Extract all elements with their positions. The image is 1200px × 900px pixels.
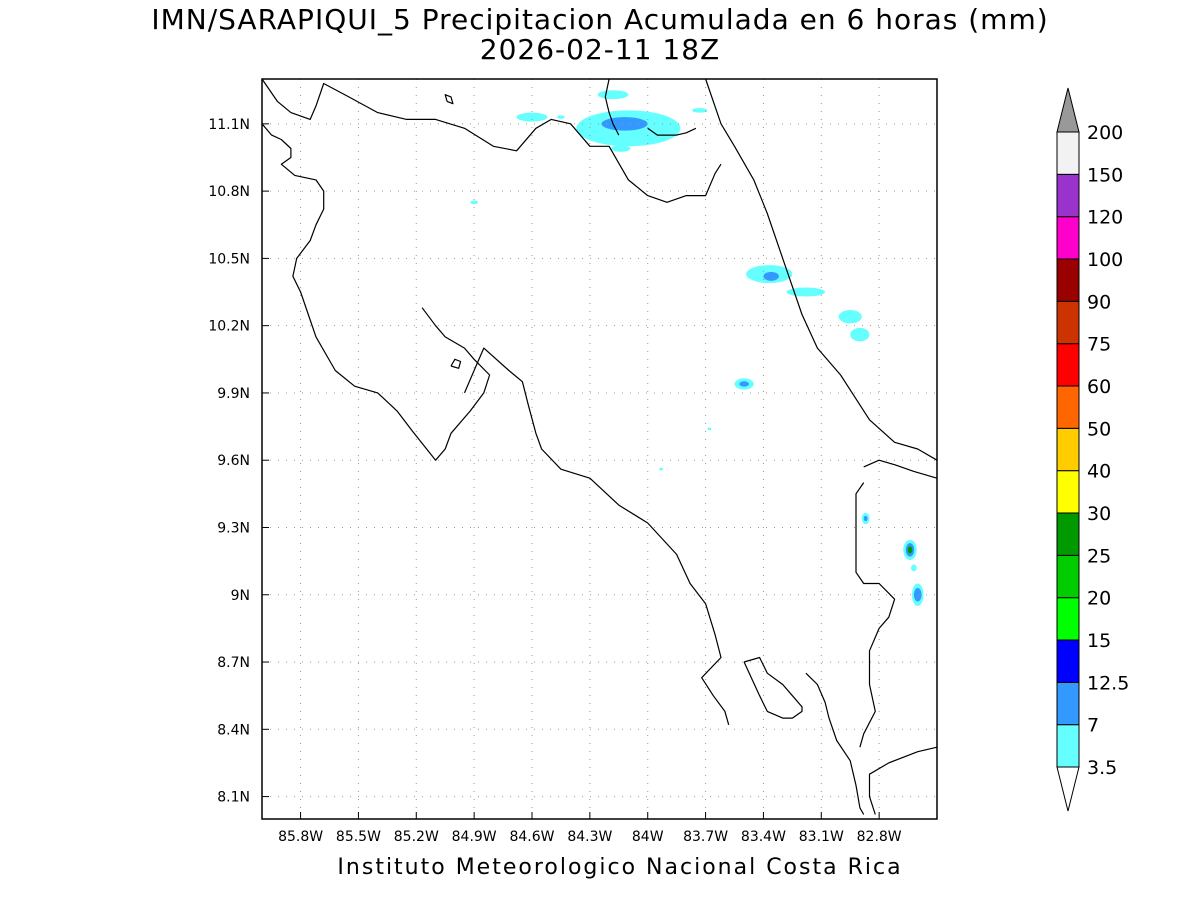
lat-tick-label: 9.3N — [217, 520, 250, 536]
map-datetime: 2026-02-11 18Z — [479, 33, 721, 66]
precip-cell — [739, 381, 749, 387]
precip-cell — [863, 515, 868, 522]
coastline — [444, 94, 454, 105]
colorbar-label: 7 — [1087, 715, 1099, 737]
lat-axis: 11.1N 10.8N 10.5N 10.2N 9.9N 9.6N 9.3N 9N 8.7N 8.… — [208, 117, 269, 806]
lat-tick-label: 8.4N — [217, 722, 250, 738]
grid-layer — [262, 79, 937, 819]
coastline — [805, 672, 865, 815]
colorbar-label: 20 — [1087, 588, 1111, 610]
coastline — [261, 78, 722, 203]
colorbar-swatch — [1056, 681, 1080, 726]
colorbar-label: 40 — [1087, 461, 1111, 483]
precip-cell — [786, 287, 826, 297]
coastline — [705, 78, 938, 461]
lat-tick-label: 11.1N — [208, 117, 250, 133]
coastline-layer — [261, 78, 938, 815]
precip-cell — [763, 271, 779, 281]
colorbar-swatch — [1056, 597, 1080, 641]
map-title: IMN/SARAPIQUI_5 Precipitacion Acumulada … — [151, 3, 1049, 36]
precip-cell — [850, 327, 870, 342]
lon-tick-label: 85.5W — [336, 829, 381, 845]
colorbar-swatch — [1056, 343, 1080, 387]
lat-tick-label: 10.5N — [208, 251, 250, 267]
lon-tick-label: 84.6W — [509, 829, 554, 845]
coastline — [261, 123, 491, 461]
lat-tick-label: 9.6N — [217, 453, 250, 469]
colorbar-label: 150 — [1087, 164, 1123, 186]
lat-tick-label: 8.7N — [217, 655, 250, 671]
lon-tick-label: 82.8W — [857, 829, 902, 845]
precip-cell — [516, 112, 548, 122]
precip-cell — [907, 546, 913, 554]
map-frame — [261, 78, 938, 820]
colorbar-label: 25 — [1087, 545, 1111, 567]
colorbar-label: 90 — [1087, 291, 1111, 313]
colorbar-label: 120 — [1087, 207, 1123, 229]
colorbar-swatch — [1056, 300, 1080, 345]
precip-cell — [601, 117, 648, 131]
colorbar-swatch — [1056, 385, 1080, 429]
lon-tick-label: 83.1W — [799, 829, 844, 845]
lon-axis: 85.8W 85.5W 85.2W 84.9W 84.6W 84.3W 84W 83.7W 83… — [278, 812, 902, 845]
lon-tick-label: 83.7W — [683, 829, 728, 845]
colorbar-min-arrow — [1056, 766, 1080, 812]
colorbar-label: 12.5 — [1087, 672, 1129, 694]
colorbar-swatch — [1056, 131, 1080, 175]
colorbar-label: 50 — [1087, 418, 1111, 440]
precip-cell — [913, 588, 922, 602]
colorbar-swatch — [1056, 216, 1080, 260]
colorbar-swatch — [1056, 470, 1080, 514]
colorbar-label: 75 — [1087, 334, 1111, 356]
colorbar-swatch — [1056, 427, 1080, 472]
lat-tick-label: 9N — [231, 588, 250, 604]
colorbar-swatch — [1056, 724, 1080, 768]
lon-tick-label: 85.2W — [394, 829, 439, 845]
colorbar: 3.5 7 12.5 15 20 25 30 40 50 60 75 90 100 120 150 200 — [1056, 87, 1129, 812]
colorbar-swatch — [1056, 639, 1080, 683]
precip-cell — [597, 90, 629, 100]
colorbar-label: 200 — [1087, 122, 1123, 144]
coastline — [604, 78, 620, 136]
colorbar-swatch — [1056, 512, 1080, 556]
colorbar-label: 15 — [1087, 630, 1111, 652]
colorbar-label: 100 — [1087, 249, 1123, 271]
colorbar-label: 60 — [1087, 376, 1111, 398]
precip-cell — [838, 309, 862, 324]
coastline — [463, 347, 730, 725]
lat-tick-label: 10.8N — [208, 184, 250, 200]
lon-tick-label: 83.4W — [741, 829, 786, 845]
precip-layer — [470, 90, 924, 606]
coastline — [647, 127, 697, 136]
precip-cell — [910, 564, 917, 572]
precip-cell — [470, 200, 478, 205]
lon-tick-label: 84.3W — [567, 829, 612, 845]
precip-cell — [692, 108, 708, 113]
lon-tick-label: 85.8W — [278, 829, 323, 845]
lon-tick-label: 84.9W — [452, 829, 497, 845]
coastline — [450, 358, 462, 369]
map-footer: Instituto Meteorologico Nacional Costa R… — [337, 855, 903, 880]
colorbar-max-arrow — [1056, 87, 1080, 133]
coastline — [863, 459, 938, 479]
colorbar-swatch — [1056, 554, 1080, 599]
lat-tick-label: 9.9N — [217, 386, 250, 402]
precip-cell — [707, 427, 712, 431]
colorbar-swatch — [1056, 258, 1080, 302]
coastline — [743, 656, 803, 719]
coastline — [868, 746, 938, 815]
precip-cell — [659, 467, 664, 471]
colorbar-swatch — [1056, 173, 1080, 218]
precip-cell — [557, 115, 565, 119]
coastline — [855, 482, 896, 748]
precip-cell — [611, 145, 631, 152]
colorbar-label: 30 — [1087, 503, 1111, 525]
lon-tick-label: 84W — [632, 829, 664, 845]
lat-tick-label: 8.1N — [217, 790, 250, 806]
lat-tick-label: 10.2N — [208, 319, 250, 335]
colorbar-label: 3.5 — [1087, 757, 1117, 779]
